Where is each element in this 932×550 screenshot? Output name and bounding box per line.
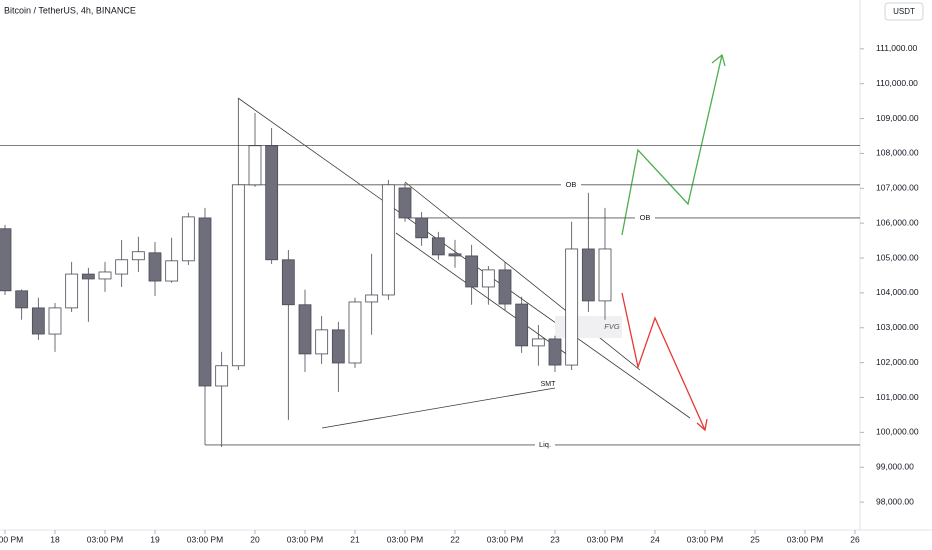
candle-body [65,273,79,309]
candle-body [181,216,195,262]
x-tick-label: 03:00 PM [87,534,123,544]
y-tick-label: 106,000.00 [876,217,919,227]
candle-body [515,303,529,347]
x-tick-label: 03:00 PM [287,534,323,544]
candle-body [365,294,379,303]
x-tick-label: 03:00 PM [187,534,223,544]
candle-body [15,290,29,309]
x-tick-label: 26 [850,534,860,544]
x-tick-label: 03:00 PM [0,534,23,544]
candle-body [565,248,579,366]
candle-body [448,253,462,257]
arrowhead [711,53,726,67]
axes: 98,000.00 99,000.00 100,000.00 101,000.00 10… [0,43,919,544]
candle-body [131,251,145,261]
y-tick-label: 103,000.00 [876,322,919,332]
candle-body [398,187,412,219]
candle-body [215,365,229,387]
candle-body [531,338,545,347]
y-tick-label: 111,000.00 [876,43,918,53]
candle-body [265,145,279,261]
y-tick-label: 104,000.00 [876,287,919,297]
y-tick-label: 99,000.00 [876,461,914,471]
candle-body [48,307,62,335]
candle-body [348,301,362,364]
trendline [404,181,641,371]
chart-title: Bitcoin / TetherUS, 4h, BINANCE [4,5,136,15]
x-tick-label: 03:00 PM [487,534,523,544]
candle-body [148,252,162,282]
arrowhead [696,418,708,432]
x-tick-label: 18 [50,534,60,544]
candle-body [431,237,445,256]
x-tick-label: 22 [450,534,460,544]
trendline [395,232,573,359]
bull-path [621,54,723,236]
candle-body [548,338,562,366]
candle-body [315,329,329,355]
y-tick-label: 102,000.00 [876,357,919,367]
level-label: OB [566,180,577,189]
x-tick-label: 03:00 PM [387,534,423,544]
y-tick-label: 98,000.00 [876,496,914,506]
candle-body [481,269,495,288]
candle-body [498,269,512,305]
candle-body [381,184,395,296]
candle-body [298,304,312,355]
candle-body [581,248,595,302]
candle-body [281,259,295,306]
candle-body [598,248,612,302]
x-tick-label: 03:00 PM [787,534,823,544]
y-tick-label: 107,000.00 [876,183,919,193]
fvg-label: FVG [604,322,620,331]
candle-body [198,217,212,387]
candle-body [248,145,262,186]
bear-path [621,292,706,431]
x-tick-label: 20 [250,534,260,544]
currency-label[interactable]: USDT [893,7,915,16]
candle-body [81,273,95,280]
y-tick-label: 105,000.00 [876,252,919,262]
currency-button[interactable] [884,2,924,21]
candle-body [415,217,429,239]
y-tick-label: 101,000.00 [876,392,919,402]
trendline [237,97,691,419]
candles [0,97,612,448]
x-tick-label: 21 [350,534,360,544]
candle-body [115,259,129,275]
smt-label: SMT [541,381,557,388]
candle-body [31,307,45,335]
candle-body [165,260,179,282]
candle-body [0,228,12,292]
candle-body [465,255,479,288]
y-tick-label: 109,000.00 [876,113,919,123]
level-label: Liq. [539,440,551,449]
x-tick-label: 23 [550,534,560,544]
trendline [321,387,556,429]
candle-body [231,184,245,367]
level-label: OB [640,213,651,222]
y-tick-label: 110,000.00 [876,78,918,88]
candle-body [331,329,345,364]
y-tick-label: 100,000.00 [876,427,919,437]
candle-body [98,271,112,280]
y-tick-label: 108,000.00 [876,148,919,158]
x-tick-label: 19 [150,534,160,544]
x-tick-label: 24 [650,534,660,544]
x-tick-label: 03:00 PM [587,534,623,544]
x-tick-label: 25 [750,534,760,544]
x-tick-label: 03:00 PM [687,534,723,544]
